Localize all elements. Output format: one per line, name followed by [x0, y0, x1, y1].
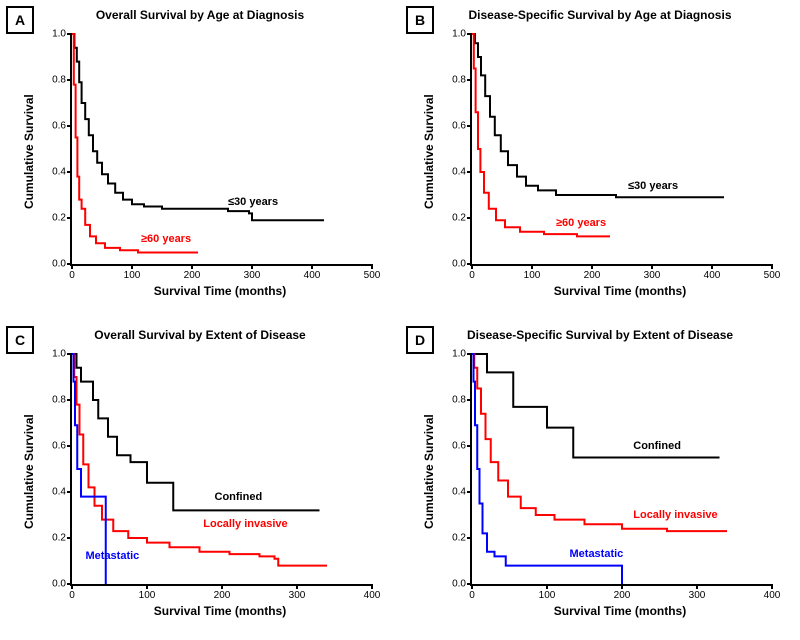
- panel-C: COverall Survival by Extent of Disease 0.…: [0, 320, 400, 640]
- y-tick-label: 0.0: [38, 579, 66, 590]
- x-tick-label: 200: [584, 270, 601, 281]
- series-label: Locally invasive: [633, 509, 717, 521]
- series-label: ≥60 years: [141, 233, 191, 245]
- series-label: Locally invasive: [203, 518, 287, 530]
- y-tick-label: 0.0: [438, 579, 466, 590]
- plot-area: 0.00.20.40.60.81.00100200300400500≤30 ye…: [470, 34, 772, 266]
- y-tick-label: 0.0: [438, 259, 466, 270]
- y-tick-label: 0.4: [38, 487, 66, 498]
- series-label: Metastatic: [86, 550, 140, 562]
- panel-label: A: [6, 6, 34, 34]
- y-tick-label: 0.8: [438, 395, 466, 406]
- x-tick-label: 0: [69, 590, 75, 601]
- x-tick-label: 100: [139, 590, 156, 601]
- km-series-line: [472, 34, 610, 236]
- survival-figure-grid: AOverall Survival by Age at Diagnosis 0.0…: [0, 0, 800, 640]
- x-tick-label: 200: [214, 590, 231, 601]
- series-label: ≥60 years: [556, 217, 606, 229]
- panel-label: C: [6, 326, 34, 354]
- km-series-line: [472, 354, 727, 531]
- x-tick-label: 0: [469, 590, 475, 601]
- y-tick-label: 0.2: [38, 213, 66, 224]
- x-axis-label: Survival Time (months): [470, 604, 770, 618]
- panel-D: DDisease-Specific Survival by Extent of …: [400, 320, 800, 640]
- panel-label: B: [406, 6, 434, 34]
- y-tick-label: 0.2: [438, 213, 466, 224]
- x-tick-label: 300: [644, 270, 661, 281]
- y-tick-label: 0.2: [438, 533, 466, 544]
- km-plot-svg: [72, 34, 372, 264]
- panel-B: BDisease-Specific Survival by Age at Dia…: [400, 0, 800, 320]
- y-tick-label: 1.0: [38, 349, 66, 360]
- series-label: ≤30 years: [628, 180, 678, 192]
- x-tick-label: 400: [764, 590, 781, 601]
- series-label: Metastatic: [570, 548, 624, 560]
- km-series-line: [72, 34, 324, 220]
- y-tick-label: 0.4: [38, 167, 66, 178]
- km-series-line: [72, 354, 320, 510]
- x-tick-label: 200: [184, 270, 201, 281]
- x-tick-label: 500: [764, 270, 781, 281]
- plot-area: 0.00.20.40.60.81.00100200300400500≤30 ye…: [70, 34, 372, 266]
- x-tick-label: 300: [289, 590, 306, 601]
- km-plot-svg: [472, 34, 772, 264]
- x-tick-label: 100: [524, 270, 541, 281]
- km-series-line: [472, 34, 724, 197]
- y-axis-label: Cumulative Survival: [22, 414, 36, 529]
- panel-A: AOverall Survival by Age at Diagnosis 0.0…: [0, 0, 400, 320]
- y-tick-label: 0.6: [38, 441, 66, 452]
- series-label: Confined: [633, 440, 681, 452]
- panel-title: Overall Survival by Extent of Disease: [0, 328, 400, 342]
- y-tick-label: 1.0: [438, 29, 466, 40]
- y-axis-label: Cumulative Survival: [422, 414, 436, 529]
- y-tick-label: 0.6: [38, 121, 66, 132]
- y-tick-label: 0.0: [38, 259, 66, 270]
- y-tick-label: 0.6: [438, 121, 466, 132]
- series-label: ≤30 years: [228, 196, 278, 208]
- x-axis-label: Survival Time (months): [70, 604, 370, 618]
- x-tick-label: 400: [704, 270, 721, 281]
- x-tick-label: 100: [124, 270, 141, 281]
- x-tick-label: 400: [364, 590, 381, 601]
- x-tick-label: 500: [364, 270, 381, 281]
- y-tick-label: 1.0: [38, 29, 66, 40]
- panel-label: D: [406, 326, 434, 354]
- y-tick-label: 0.4: [438, 167, 466, 178]
- y-tick-label: 0.8: [38, 395, 66, 406]
- y-tick-label: 0.8: [38, 75, 66, 86]
- x-axis-label: Survival Time (months): [470, 284, 770, 298]
- x-tick-label: 200: [614, 590, 631, 601]
- x-tick-label: 300: [689, 590, 706, 601]
- x-tick-label: 0: [69, 270, 75, 281]
- series-label: Confined: [215, 491, 263, 503]
- y-axis-label: Cumulative Survival: [22, 94, 36, 209]
- x-axis-label: Survival Time (months): [70, 284, 370, 298]
- plot-area: 0.00.20.40.60.81.00100200300400ConfinedL…: [70, 354, 372, 586]
- plot-area: 0.00.20.40.60.81.00100200300400ConfinedL…: [470, 354, 772, 586]
- x-tick-label: 400: [304, 270, 321, 281]
- y-tick-label: 1.0: [438, 349, 466, 360]
- km-series-line: [72, 354, 327, 566]
- y-axis-label: Cumulative Survival: [422, 94, 436, 209]
- y-tick-label: 0.2: [38, 533, 66, 544]
- y-tick-label: 0.6: [438, 441, 466, 452]
- km-series-line: [472, 354, 720, 458]
- panel-title: Disease-Specific Survival by Extent of D…: [400, 328, 800, 342]
- y-tick-label: 0.8: [438, 75, 466, 86]
- x-tick-label: 300: [244, 270, 261, 281]
- x-tick-label: 0: [469, 270, 475, 281]
- x-tick-label: 100: [539, 590, 556, 601]
- panel-title: Overall Survival by Age at Diagnosis: [0, 8, 400, 22]
- y-tick-label: 0.4: [438, 487, 466, 498]
- panel-title: Disease-Specific Survival by Age at Diag…: [400, 8, 800, 22]
- km-series-line: [72, 34, 198, 253]
